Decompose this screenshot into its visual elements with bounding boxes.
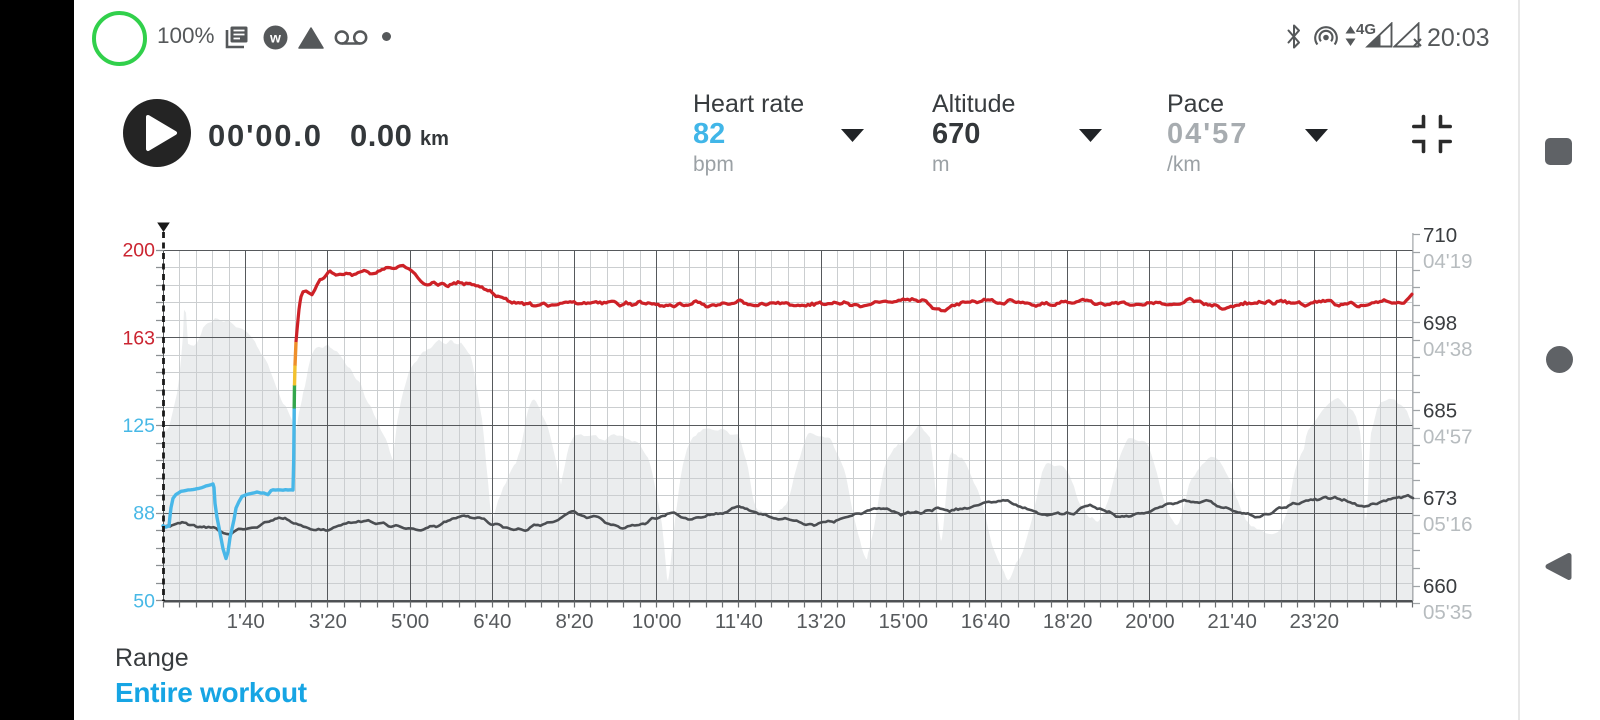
- svg-text:05'16: 05'16: [1423, 513, 1473, 536]
- svg-text:1'40: 1'40: [227, 610, 265, 633]
- svg-text:w: w: [269, 30, 281, 46]
- svg-text:10'00: 10'00: [632, 610, 682, 633]
- svg-text:11'40: 11'40: [715, 610, 763, 633]
- svg-text:698: 698: [1423, 312, 1457, 335]
- svg-text:13'20: 13'20: [796, 610, 846, 633]
- svg-text:3'20: 3'20: [309, 610, 347, 633]
- svg-text:23'20: 23'20: [1290, 610, 1340, 633]
- svg-text:5'00: 5'00: [391, 610, 429, 633]
- svg-text:21'40: 21'40: [1207, 610, 1257, 633]
- svg-text:15'00: 15'00: [879, 610, 929, 633]
- svg-text:18'20: 18'20: [1043, 610, 1093, 633]
- svg-text:685: 685: [1423, 400, 1457, 423]
- svg-text:88: 88: [133, 503, 155, 525]
- svg-text:673: 673: [1423, 487, 1457, 510]
- svg-text:20'00: 20'00: [1125, 610, 1175, 633]
- svg-text:04'38: 04'38: [1423, 338, 1473, 361]
- svg-text:05'35: 05'35: [1423, 601, 1473, 624]
- svg-text:710: 710: [1423, 224, 1457, 247]
- svg-text:50: 50: [133, 591, 155, 613]
- svg-text:163: 163: [122, 327, 155, 349]
- svg-text:660: 660: [1423, 575, 1457, 598]
- svg-text:125: 125: [122, 415, 155, 437]
- svg-text:16'40: 16'40: [961, 610, 1011, 633]
- svg-text:8'20: 8'20: [555, 610, 593, 633]
- svg-text:04'19: 04'19: [1423, 250, 1473, 273]
- svg-text:200: 200: [122, 240, 155, 262]
- svg-text:6'40: 6'40: [473, 610, 511, 633]
- svg-text:04'57: 04'57: [1423, 426, 1473, 449]
